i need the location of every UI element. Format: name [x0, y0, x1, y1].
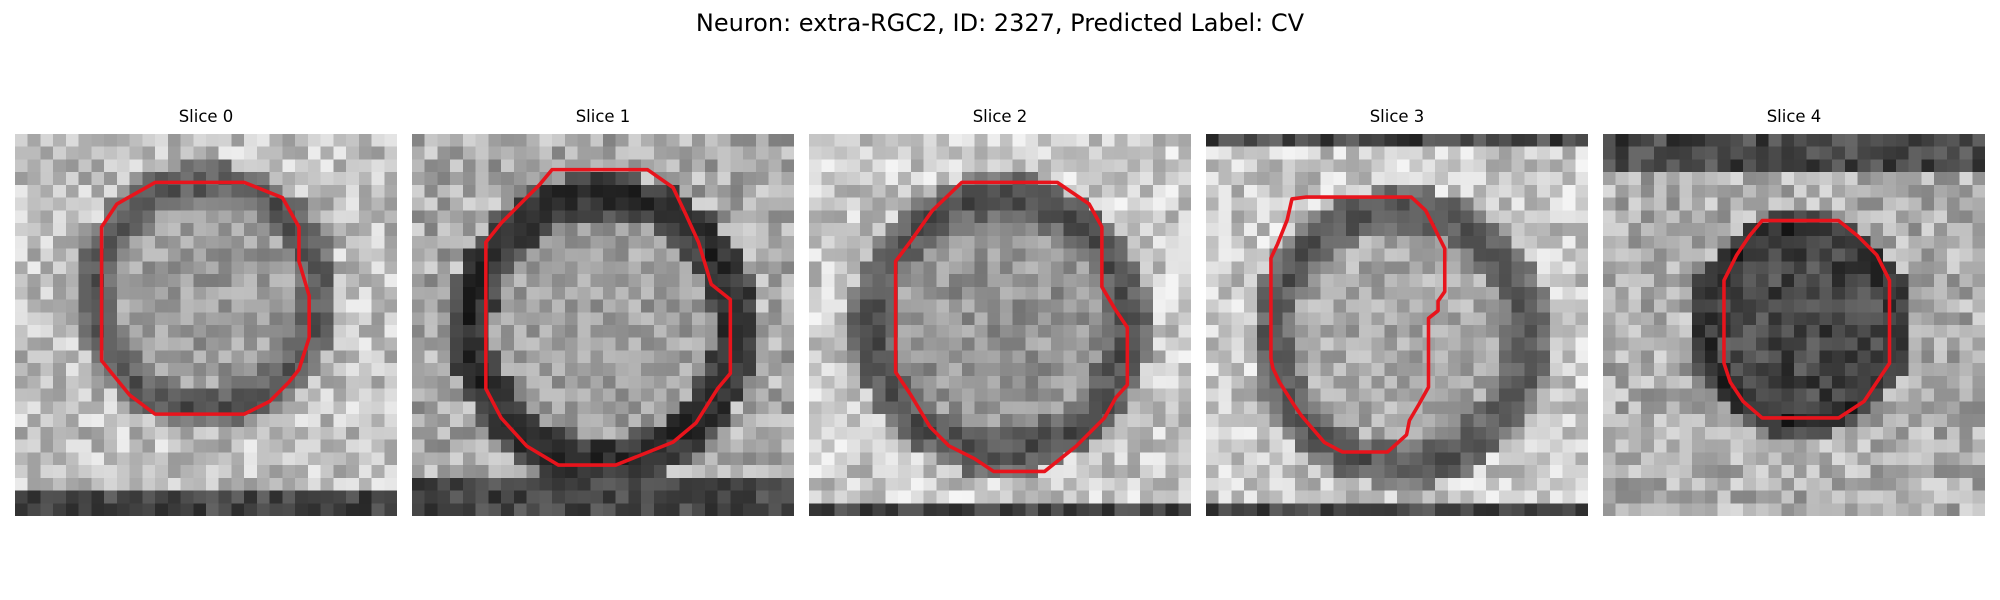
- slice-title: Slice 0: [15, 106, 397, 128]
- slice-title: Slice 4: [1603, 106, 1985, 128]
- image-pixels: [412, 134, 794, 516]
- slice-panel-4: Slice 4: [1603, 106, 1985, 524]
- image-pixels: [1206, 134, 1588, 516]
- slice-panel-1: Slice 1: [412, 106, 794, 524]
- slice-title: Slice 1: [412, 106, 794, 128]
- slice-panel-0: Slice 0: [15, 106, 397, 524]
- slice-title: Slice 3: [1206, 106, 1588, 128]
- image-pixels: [809, 134, 1191, 516]
- image-pixels: [1603, 134, 1985, 516]
- microscopy-image: [809, 134, 1191, 516]
- microscopy-image: [1206, 134, 1588, 516]
- figure-title: Neuron: extra-RGC2, ID: 2327, Predicted …: [0, 6, 2000, 40]
- slice-title: Slice 2: [809, 106, 1191, 128]
- slice-panel-2: Slice 2: [809, 106, 1191, 524]
- microscopy-image: [15, 134, 397, 516]
- slice-panel-3: Slice 3: [1206, 106, 1588, 524]
- image-pixels: [15, 134, 397, 516]
- microscopy-image: [1603, 134, 1985, 516]
- microscopy-image: [412, 134, 794, 516]
